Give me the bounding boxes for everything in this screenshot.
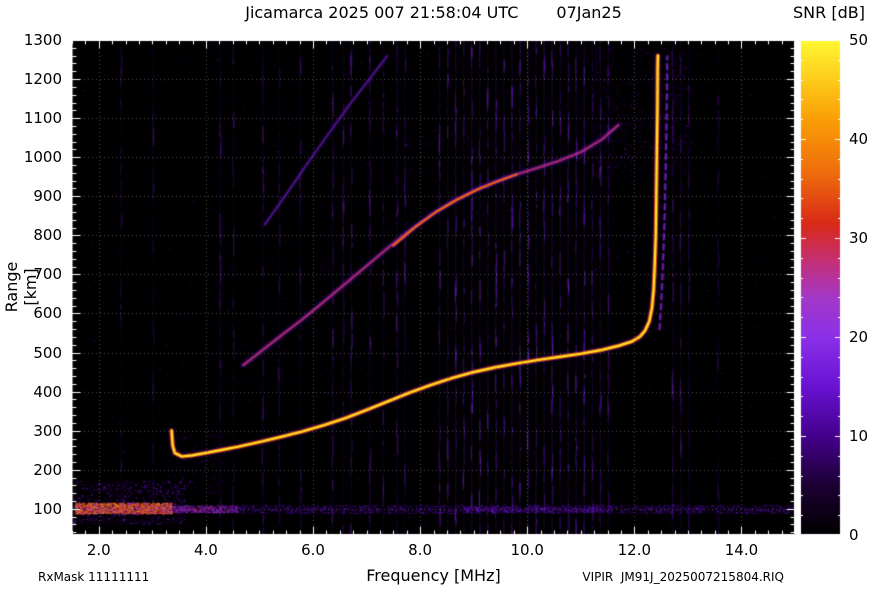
y-tick-label: 500 [33, 343, 62, 362]
y-tick-label: 800 [33, 226, 62, 245]
colorbar-tick-label: 20 [849, 328, 869, 346]
colorbar-tick-label: 50 [849, 31, 869, 49]
chart-date: 07Jan25 [556, 3, 622, 22]
y-tick-label: 100 [33, 499, 62, 518]
y-tick-label: 900 [33, 187, 62, 206]
y-tick-label: 1000 [23, 148, 62, 167]
x-tick-label: 2.0 [86, 541, 111, 559]
chart-title: Jicamarca 2025 007 21:58:04 UTC [245, 3, 519, 22]
x-tick-label: 8.0 [408, 541, 433, 559]
colorbar-tick-label: 10 [849, 427, 869, 445]
colorbar-title: SNR [dB] [793, 3, 865, 22]
y-tick-label: 300 [33, 421, 62, 440]
x-tick-label: 14.0 [724, 541, 759, 559]
x-tick-label: 4.0 [193, 541, 218, 559]
y-tick-label: 200 [33, 460, 62, 479]
title-row: Jicamarca 2025 007 21:58:04 UTC 07Jan25 [72, 3, 795, 22]
y-tick-label: 1300 [23, 31, 62, 49]
colorbar-tick-label: 40 [849, 130, 869, 148]
x-tick-label: 6.0 [301, 541, 325, 559]
rxmask-label: RxMask 11111111 [38, 570, 150, 584]
y-tick-label: 600 [33, 304, 62, 323]
y-tick-label: 400 [33, 382, 62, 401]
x-axis-title: Frequency [MHz] [366, 566, 501, 585]
y-tick-label: 1200 [23, 70, 62, 89]
colorbar-tick-label: 30 [849, 229, 869, 247]
filename-label: VIPIR JM91J_2025007215804.RIQ [582, 570, 784, 584]
y-tick-label: 1100 [23, 109, 62, 128]
y-axis-title: Range [km] [2, 261, 40, 313]
x-tick-label: 12.0 [617, 541, 652, 559]
x-tick-label: 10.0 [510, 541, 544, 559]
ionogram-heatmap [72, 40, 795, 535]
colorbar-tick-label: 0 [849, 526, 859, 544]
y-tick-label: 700 [33, 265, 62, 284]
snr-colorbar [800, 40, 841, 535]
